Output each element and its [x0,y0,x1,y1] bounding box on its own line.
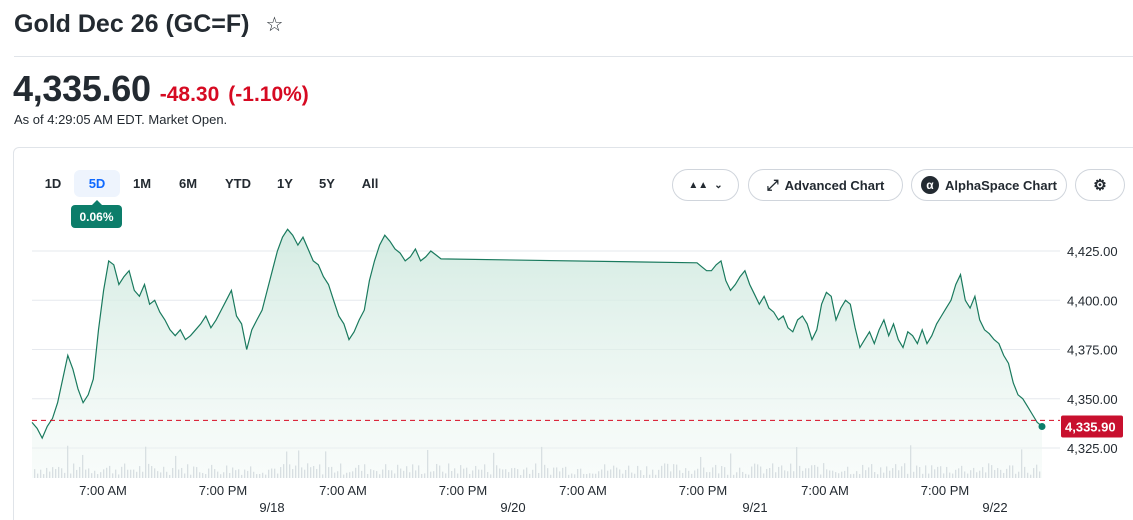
y-tick-label: 4,350.00 [1067,392,1118,407]
range-selector: 1D 5D 1M 6M YTD 1Y 5Y All [32,170,392,197]
range-1y-button[interactable]: 1Y [277,176,293,191]
alpha-icon: α [921,176,939,194]
range-ytd-button[interactable]: YTD [225,176,251,191]
range-all-button[interactable]: All [361,176,379,191]
chart-card [13,147,1133,520]
page-title: Gold Dec 26 (GC=F) [14,10,250,38]
last-price-label: 4,335.90 [1061,415,1123,438]
x-tick-time: 7:00 PM [921,483,969,498]
price-change-percent: (-1.10%) [228,83,309,106]
x-tick-time: 7:00 AM [79,483,127,498]
expand-icon: ⤢ [766,176,779,194]
gear-icon: ⚙ [1093,177,1107,194]
x-axis-time-labels: 7:00 AM 7:00 PM 7:00 AM 7:00 PM 7:00 AM 7:00 … [79,483,969,498]
x-tick-time: 7:00 PM [199,483,247,498]
alphaspace-chart-button[interactable]: α AlphaSpace Chart [911,169,1067,201]
x-tick-time: 7:00 AM [801,483,849,498]
range-5y-button[interactable]: 5Y [319,176,335,191]
price-change: -48.30 [159,83,220,106]
advanced-chart-label: Advanced Chart [784,177,885,193]
settings-button[interactable]: ⚙ [1075,169,1125,201]
price-area [32,229,1042,478]
range-5d-button[interactable]: 5D [74,170,120,197]
x-tick-date: 9/18 [259,500,284,515]
mountain-icon: ▲▲ [688,179,709,191]
star-icon[interactable]: ☆ [265,14,284,36]
quote-price-row: 4,335.60 -48.30 (-1.10%) [13,68,309,110]
x-tick-date: 9/22 [982,500,1007,515]
y-tick-label: 4,400.00 [1067,293,1118,308]
range-6m-button[interactable]: 6M [178,176,198,191]
y-tick-label: 4,325.00 [1067,441,1118,456]
x-axis-date-labels: 9/18 9/20 9/21 9/22 [259,500,1007,515]
alphaspace-chart-label: AlphaSpace Chart [945,177,1057,193]
range-1m-button[interactable]: 1M [132,176,152,191]
x-tick-time: 7:00 PM [439,483,487,498]
range-change-badge: 0.06% [71,200,122,228]
range-1d-button[interactable]: 1D [44,176,62,191]
market-timestamp: As of 4:29:05 AM EDT. Market Open. [14,112,228,127]
divider [14,56,1133,57]
y-tick-label: 4,425.00 [1067,244,1118,259]
last-price-dot [1038,423,1046,431]
x-tick-date: 9/21 [742,500,767,515]
x-tick-time: 7:00 AM [559,483,607,498]
last-price-label-text: 4,335.90 [1065,420,1116,435]
x-tick-time: 7:00 PM [679,483,727,498]
advanced-chart-button[interactable]: ⤢ Advanced Chart [748,169,903,201]
chevron-down-icon: ⌄ [714,179,723,191]
x-tick-date: 9/20 [500,500,525,515]
y-tick-label: 4,375.00 [1067,343,1118,358]
chart-type-button[interactable]: ▲▲ ⌄ [672,169,739,201]
current-price: 4,335.60 [13,68,151,109]
price-line [31,228,1043,440]
y-axis: 4,425.00 4,400.00 4,375.00 4,350.00 4,325.00 [1067,244,1118,456]
title-row: Gold Dec 26 (GC=F) ☆ [14,10,283,39]
x-tick-time: 7:00 AM [319,483,367,498]
